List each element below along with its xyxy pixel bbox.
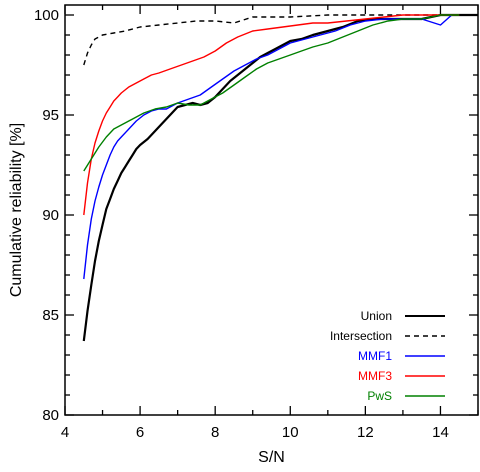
x-axis-label: S/N [258, 449, 285, 466]
x-tick-label: 10 [282, 424, 299, 441]
legend-label-mmf3: MMF3 [358, 369, 392, 383]
series-line-mmf3 [83, 14, 460, 216]
y-tick-label: 90 [42, 207, 59, 224]
x-tick-label: 4 [61, 424, 69, 441]
legend-label-intersection: Intersection [330, 329, 392, 343]
y-tick-label: 80 [42, 407, 59, 424]
legend-label-union: Union [361, 309, 392, 323]
y-tick-label: 85 [42, 307, 59, 324]
legend-label-pws: PwS [367, 389, 392, 403]
x-tick-label: 8 [211, 424, 219, 441]
x-tick-label: 12 [357, 424, 374, 441]
x-tick-label: 14 [432, 424, 449, 441]
series-line-union [82, 13, 478, 342]
y-axis-label: Cumulative reliability [%] [8, 123, 25, 297]
axis-ticks: 4 6 8 10 12 14 80 85 90 95 100 [34, 5, 479, 441]
x-tick-label: 6 [136, 424, 144, 441]
legend-label-mmf1: MMF1 [358, 349, 392, 363]
series-line-pws [83, 14, 460, 172]
series-line-intersection [83, 14, 478, 66]
legend: Union Intersection MMF1 MMF3 PwS [330, 309, 445, 403]
y-tick-label: 95 [42, 107, 59, 124]
plot-area [82, 13, 478, 342]
plot-frame [64, 4, 479, 416]
series-line-mmf1 [83, 14, 453, 280]
y-tick-label: 100 [34, 7, 59, 24]
